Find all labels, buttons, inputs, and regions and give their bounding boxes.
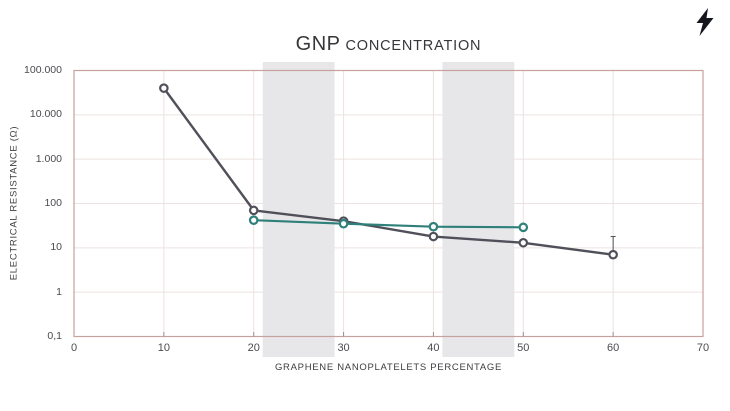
teal-series-line — [252, 219, 525, 229]
x-tick-label: 10 — [157, 342, 170, 354]
dark-gray-series-point — [518, 237, 529, 248]
teal-series-point — [428, 221, 439, 232]
teal-series-point — [518, 222, 529, 233]
plot-border — [73, 69, 704, 338]
y-tick-label: 10 — [50, 241, 62, 254]
lightning-bolt-shape — [696, 8, 714, 36]
lightning-bolt-icon — [696, 8, 714, 36]
highlight-band — [442, 62, 515, 357]
teal-series-point — [338, 218, 349, 229]
x-tick-label: 0 — [70, 342, 78, 354]
chart-title-main: GNP — [295, 33, 341, 55]
x-tick-label: 40 — [427, 342, 440, 354]
dark-gray-series-point — [608, 249, 618, 260]
dark-gray-series-point — [428, 231, 439, 242]
x-tick-label: 50 — [517, 342, 530, 354]
x-tick-label: 30 — [337, 342, 350, 354]
dark-gray-series-point — [248, 205, 259, 216]
y-tick-label: 0,1 — [47, 330, 62, 342]
x-tick-label: 70 — [696, 342, 710, 354]
chart-title: GNP CONCENTRATION — [74, 33, 703, 56]
y-tick-label: 10.000 — [29, 108, 62, 121]
highlight-band — [262, 62, 335, 357]
y-tick-label: 1.000 — [35, 152, 62, 165]
teal-series-point — [248, 215, 259, 226]
dark-gray-series-line — [162, 86, 615, 256]
y-tick-label: 100.000 — [24, 64, 62, 76]
x-tick-label: 60 — [607, 342, 620, 354]
y-tick-label: 100 — [44, 197, 62, 209]
chart-title-sub: CONCENTRATION — [345, 38, 482, 54]
x-tick-label: 20 — [247, 342, 260, 354]
x-axis-title: GRAPHENE NANOPLATELETS PERCENTAGE — [274, 362, 503, 373]
dark-gray-series-point — [159, 83, 169, 93]
y-tick-label: 1 — [56, 285, 62, 298]
